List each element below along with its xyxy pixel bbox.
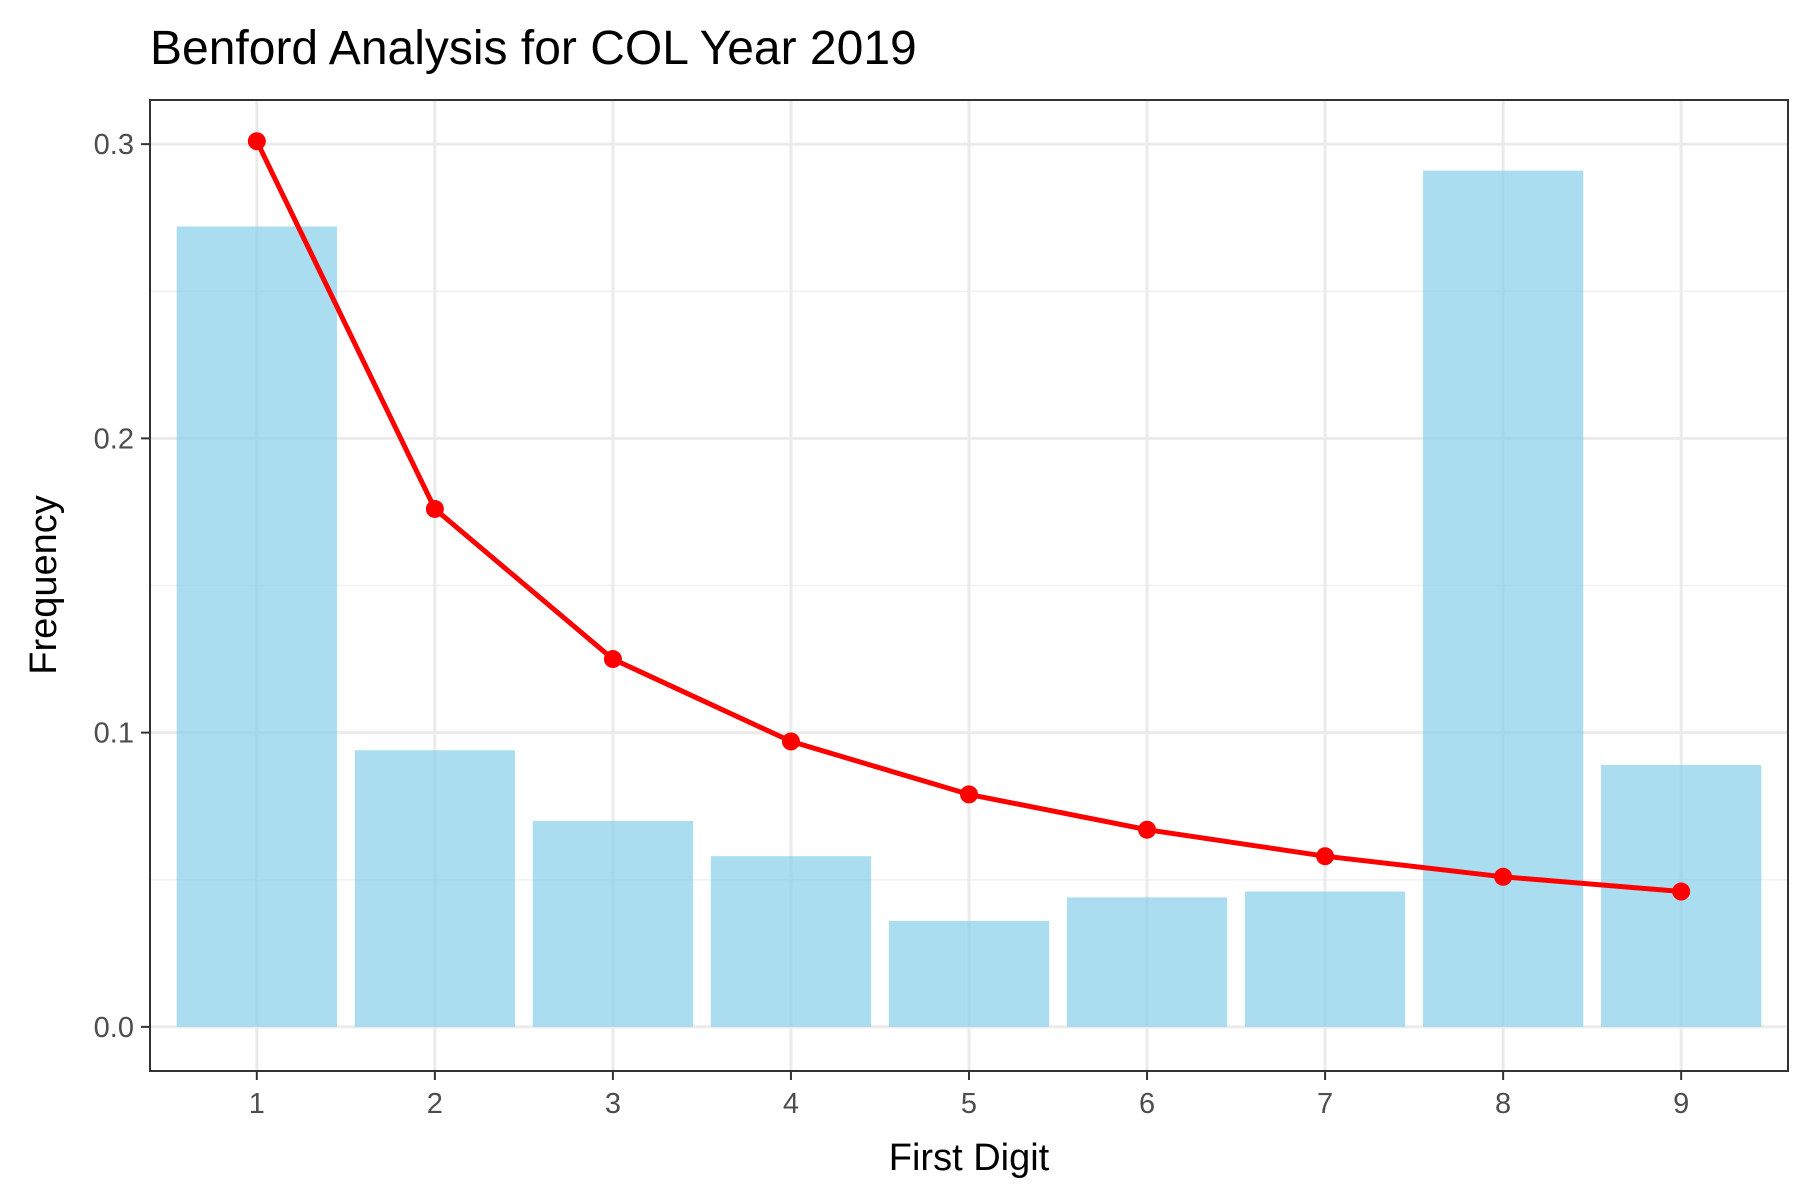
benford-point-7 xyxy=(1316,847,1335,866)
bar-digit-4 xyxy=(710,856,872,1027)
bar-digit-6 xyxy=(1066,897,1228,1027)
x-axis: 1 2 3 4 5 6 7 8 9 xyxy=(249,1071,1689,1120)
bar-digit-8 xyxy=(1423,170,1584,1027)
bar-digit-5 xyxy=(888,920,1050,1027)
y-tick-label: 0.2 xyxy=(94,423,134,455)
x-tick-label: 2 xyxy=(427,1088,443,1120)
bar-digit-1 xyxy=(176,226,337,1027)
x-tick-label: 8 xyxy=(1495,1088,1511,1120)
benford-point-4 xyxy=(781,732,800,751)
benford-point-6 xyxy=(1138,820,1157,839)
benford-point-1 xyxy=(247,132,266,151)
benford-point-5 xyxy=(960,785,978,804)
y-tick-label: 0.0 xyxy=(94,1012,134,1044)
bar-digit-7 xyxy=(1244,891,1406,1027)
bar-series xyxy=(176,170,1762,1027)
x-tick-label: 4 xyxy=(783,1088,799,1120)
x-axis-title: First Digit xyxy=(889,1137,1050,1179)
benford-point-2 xyxy=(425,499,444,518)
benford-points xyxy=(247,132,1691,901)
x-tick-label: 9 xyxy=(1673,1088,1689,1120)
x-tick-label: 1 xyxy=(249,1088,265,1120)
bar-digit-3 xyxy=(532,820,694,1027)
chart-title: Benford Analysis for COL Year 2019 xyxy=(150,22,917,75)
y-tick-label: 0.1 xyxy=(94,718,134,750)
benford-point-9 xyxy=(1672,882,1691,901)
x-tick-label: 6 xyxy=(1139,1088,1155,1120)
benford-point-3 xyxy=(603,650,622,669)
y-axis-title: Frequency xyxy=(23,495,65,675)
x-tick-label: 3 xyxy=(605,1088,621,1120)
y-axis: 0.0 0.1 0.2 0.3 xyxy=(94,129,150,1044)
bar-digit-2 xyxy=(354,750,515,1027)
x-tick-label: 7 xyxy=(1317,1088,1333,1120)
y-tick-label: 0.3 xyxy=(94,129,134,161)
x-tick-label: 5 xyxy=(961,1088,977,1120)
benford-point-8 xyxy=(1494,867,1513,886)
